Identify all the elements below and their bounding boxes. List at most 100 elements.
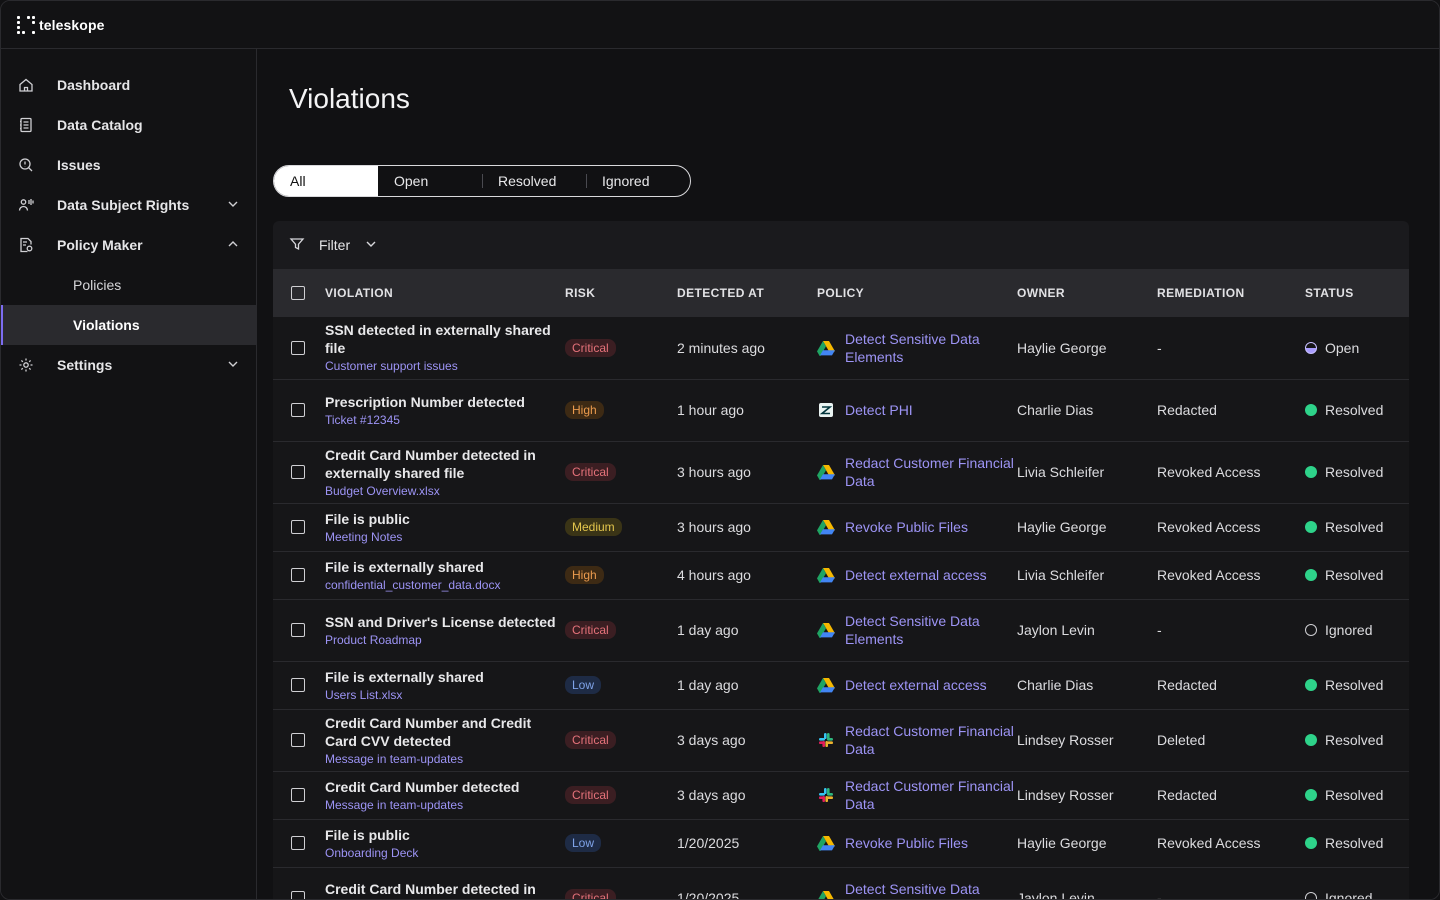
row-select-cell <box>273 819 325 868</box>
violation-source-link[interactable]: Customer support issues <box>325 359 458 374</box>
logo[interactable]: teleskope <box>17 15 105 34</box>
table-row[interactable]: Credit Card Number and Credit Card CVV d… <box>273 709 1409 772</box>
violation-title[interactable]: Credit Card Number detected in externall… <box>325 446 536 481</box>
violation-source-link[interactable]: Message in team-updates <box>325 751 464 766</box>
sidebar-item-label: Dashboard <box>57 77 131 93</box>
policy-link[interactable]: Detect PHI <box>845 402 913 418</box>
violation-cell: SSN detected in externally shared file Cu… <box>325 317 565 380</box>
sidebar-item-policy-maker[interactable]: Policy Maker <box>1 225 256 265</box>
table-row[interactable]: File is public Onboarding Deck Low 1/20/202… <box>273 819 1409 868</box>
policy-link[interactable]: Detect external access <box>845 677 987 693</box>
user-rights-icon <box>17 196 35 214</box>
violation-title[interactable]: File is public <box>325 826 410 843</box>
chevron-up-icon[interactable] <box>226 237 240 251</box>
violation-source-link[interactable]: Ticket #12345 <box>325 412 400 427</box>
sidebar-item-dashboard[interactable]: Dashboard <box>1 65 256 105</box>
table-row[interactable]: Credit Card Number detected in externall… <box>273 441 1409 504</box>
violation-title[interactable]: File is externally shared <box>325 668 484 685</box>
violation-title[interactable]: File is public <box>325 510 410 527</box>
row-checkbox[interactable] <box>291 733 305 747</box>
table-row[interactable]: SSN detected in externally shared file Cu… <box>273 317 1409 380</box>
violation-title[interactable]: Credit Card Number detected <box>325 778 520 795</box>
filter-button[interactable]: Filter <box>289 236 378 255</box>
row-checkbox[interactable] <box>291 678 305 692</box>
policy-link[interactable]: Revoke Public Files <box>845 519 968 535</box>
sidebar-item-policies[interactable]: Policies <box>1 265 256 305</box>
tab-resolved[interactable]: Resolved <box>482 166 586 196</box>
sidebar-item-data-subject-rights[interactable]: Data Subject Rights <box>1 185 256 225</box>
policy-link[interactable]: Redact Customer Financial Data <box>845 455 1014 489</box>
row-checkbox[interactable] <box>291 465 305 479</box>
violation-title[interactable]: File is externally shared <box>325 558 484 575</box>
column-header-violation[interactable]: VIOLATION <box>325 286 394 300</box>
status-label: Resolved <box>1325 787 1384 803</box>
violation-source-link[interactable]: Product Roadmap <box>325 632 422 647</box>
sidebar-item-label: Settings <box>57 357 113 373</box>
table-row[interactable]: Credit Card Number detected Message in te… <box>273 771 1409 820</box>
row-checkbox[interactable] <box>291 340 305 355</box>
violation-cell: Credit Card Number detected in externall… <box>325 441 565 504</box>
sidebar-item-issues[interactable]: Issues <box>1 145 256 185</box>
violation-title[interactable]: SSN detected in externally shared file <box>325 322 551 357</box>
row-checkbox[interactable] <box>291 836 305 850</box>
violation-source-link[interactable]: Message in team-updates <box>325 797 464 812</box>
status-label: Resolved <box>1325 464 1384 480</box>
column-header-risk[interactable]: RISK <box>565 286 596 300</box>
owner-cell: Haylie George <box>1017 317 1157 380</box>
row-checkbox[interactable] <box>291 520 305 534</box>
violation-title[interactable]: Credit Card Number and Credit Card CVV d… <box>325 714 532 749</box>
table-row[interactable]: File is externally shared confidential_cu… <box>273 551 1409 600</box>
tab-all[interactable]: All <box>274 166 378 196</box>
violation-source-link[interactable]: Users List.xlsx <box>325 687 403 702</box>
row-checkbox[interactable] <box>291 568 305 582</box>
column-header-status[interactable]: STATUS <box>1305 286 1354 300</box>
policy-link[interactable]: Redact Customer Financial Data <box>845 723 1014 757</box>
violation-source-link[interactable]: confidential_customer_data.docx <box>325 577 501 592</box>
sidebar-item-settings[interactable]: Settings <box>1 345 256 385</box>
table-row[interactable]: File is public Meeting Notes Medium 3 hours… <box>273 503 1409 552</box>
violation-source-link[interactable]: Budget Overview.xlsx <box>325 483 440 498</box>
table-row[interactable]: Credit Card Number detected in public fi… <box>273 867 1409 900</box>
violation-title[interactable]: Credit Card Number detected in public fi… <box>325 881 536 897</box>
violation-title[interactable]: SSN and Driver's License detected <box>325 613 556 630</box>
tab-open[interactable]: Open <box>378 166 482 196</box>
policy-link[interactable]: Detect Sensitive Data Elements <box>845 330 980 365</box>
table-row[interactable]: File is externally shared Users List.xlsx… <box>273 661 1409 710</box>
detected-at-cell: 4 hours ago <box>677 551 817 600</box>
header-select <box>273 269 325 317</box>
violations-card: Filter VIOLATION RISK DETECTED A <box>273 221 1409 900</box>
violation-cell: File is public Meeting Notes <box>325 503 565 552</box>
table-row[interactable]: SSN and Driver's License detected Product… <box>273 599 1409 662</box>
policy-link[interactable]: Redact Customer Financial Data <box>845 778 1014 812</box>
column-header-policy[interactable]: POLICY <box>817 286 865 300</box>
policy-link[interactable]: Detect Sensitive Data Elements <box>845 881 980 897</box>
row-checkbox[interactable] <box>291 788 305 802</box>
row-checkbox[interactable] <box>291 403 305 417</box>
table-row[interactable]: Prescription Number detected Ticket #1234… <box>273 379 1409 442</box>
status-cell: Ignored <box>1305 867 1409 900</box>
policy-link[interactable]: Revoke Public Files <box>845 835 968 851</box>
row-checkbox[interactable] <box>291 891 305 899</box>
policy-link[interactable]: Detect external access <box>845 567 987 583</box>
filter-bar: Filter <box>273 221 1409 269</box>
sidebar-item-violations[interactable]: Violations <box>1 305 256 345</box>
violation-source-link[interactable]: Meeting Notes <box>325 529 403 544</box>
owner-cell: Haylie George <box>1017 819 1157 868</box>
status-dot-icon <box>1305 521 1317 533</box>
status-dot-icon <box>1305 624 1317 636</box>
chevron-down-icon[interactable] <box>226 357 240 371</box>
tab-ignored[interactable]: Ignored <box>586 166 690 196</box>
column-header-remediation[interactable]: REMEDIATION <box>1157 286 1245 300</box>
policy-link[interactable]: Detect Sensitive Data Elements <box>845 613 980 647</box>
status-label: Ignored <box>1325 890 1373 900</box>
risk-badge: Critical <box>565 463 616 481</box>
row-checkbox[interactable] <box>291 623 305 637</box>
column-header-owner[interactable]: OWNER <box>1017 286 1065 300</box>
violation-title[interactable]: Prescription Number detected <box>325 393 525 410</box>
violation-source-link[interactable]: Onboarding Deck <box>325 845 419 860</box>
google-drive-icon <box>817 518 835 536</box>
column-header-detected-at[interactable]: DETECTED AT <box>677 286 765 300</box>
select-all-checkbox[interactable] <box>291 286 305 300</box>
sidebar-item-data-catalog[interactable]: Data Catalog <box>1 105 256 145</box>
chevron-down-icon[interactable] <box>226 197 240 211</box>
